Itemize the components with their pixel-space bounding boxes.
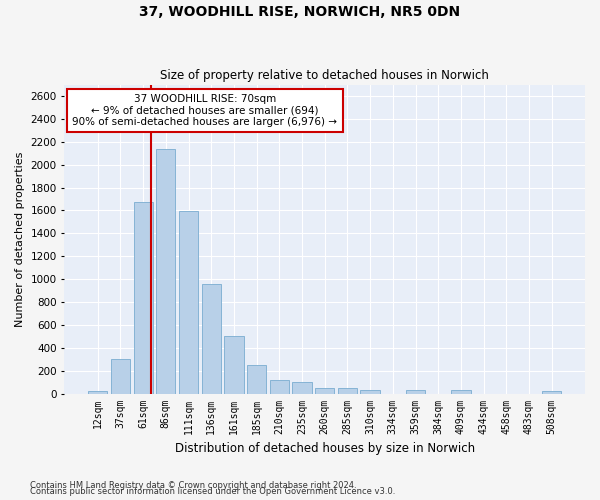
Bar bbox=[156, 148, 175, 394]
Bar bbox=[111, 359, 130, 394]
Bar bbox=[224, 336, 244, 394]
Bar bbox=[179, 211, 198, 394]
Text: 37, WOODHILL RISE, NORWICH, NR5 0DN: 37, WOODHILL RISE, NORWICH, NR5 0DN bbox=[139, 5, 461, 19]
Bar bbox=[451, 390, 470, 394]
Bar bbox=[315, 388, 334, 394]
Bar bbox=[88, 390, 107, 394]
Y-axis label: Number of detached properties: Number of detached properties bbox=[15, 152, 25, 326]
Bar bbox=[361, 390, 380, 394]
Bar bbox=[269, 380, 289, 394]
Bar bbox=[338, 388, 357, 394]
Text: 37 WOODHILL RISE: 70sqm
← 9% of detached houses are smaller (694)
90% of semi-de: 37 WOODHILL RISE: 70sqm ← 9% of detached… bbox=[73, 94, 337, 127]
Text: Contains HM Land Registry data © Crown copyright and database right 2024.: Contains HM Land Registry data © Crown c… bbox=[30, 481, 356, 490]
Bar bbox=[542, 390, 562, 394]
Bar bbox=[292, 382, 311, 394]
Bar bbox=[202, 284, 221, 394]
Bar bbox=[406, 390, 425, 394]
X-axis label: Distribution of detached houses by size in Norwich: Distribution of detached houses by size … bbox=[175, 442, 475, 455]
Bar bbox=[247, 365, 266, 394]
Bar bbox=[134, 202, 153, 394]
Text: Contains public sector information licensed under the Open Government Licence v3: Contains public sector information licen… bbox=[30, 488, 395, 496]
Title: Size of property relative to detached houses in Norwich: Size of property relative to detached ho… bbox=[160, 69, 489, 82]
